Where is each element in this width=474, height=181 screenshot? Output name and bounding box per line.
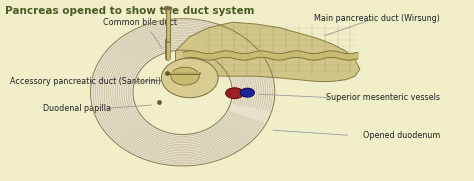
Text: Duodenal papilla: Duodenal papilla: [43, 104, 111, 113]
Ellipse shape: [171, 67, 199, 85]
Text: Main pancreatic duct (Wirsung): Main pancreatic duct (Wirsung): [314, 14, 440, 23]
Text: Pancreas opened to show the duct system: Pancreas opened to show the duct system: [5, 6, 255, 16]
Text: Accessory pancreatic duct (Santorini): Accessory pancreatic duct (Santorini): [10, 77, 161, 86]
Polygon shape: [91, 19, 275, 166]
Ellipse shape: [240, 88, 255, 97]
Text: Superior mesenteric vessels: Superior mesenteric vessels: [326, 93, 440, 102]
Ellipse shape: [226, 88, 244, 99]
Text: Opened duodenum: Opened duodenum: [363, 131, 440, 140]
Polygon shape: [175, 22, 360, 81]
Text: Common bile duct: Common bile duct: [103, 18, 177, 27]
Ellipse shape: [161, 58, 218, 98]
